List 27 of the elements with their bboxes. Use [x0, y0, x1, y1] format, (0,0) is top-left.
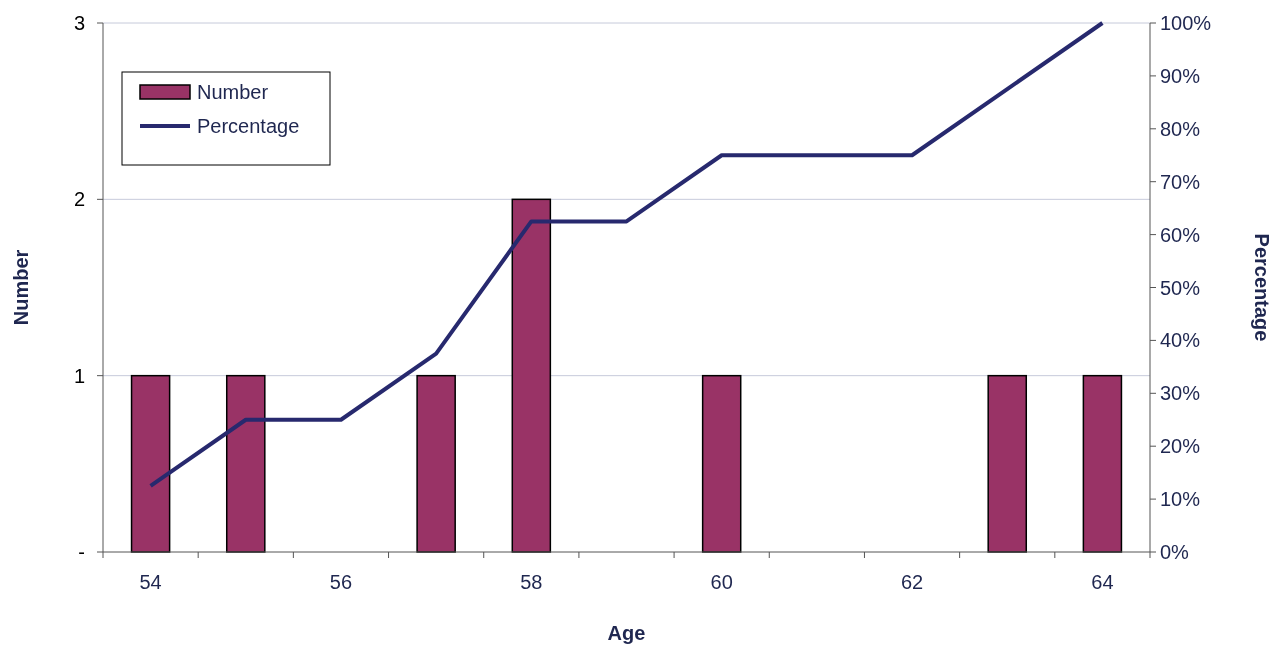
y2-tick-label: 50%: [1160, 276, 1201, 299]
y2-tick-label: 70%: [1160, 170, 1201, 193]
y-tick-label: -: [78, 541, 85, 563]
x-tick-label: 58: [520, 571, 543, 593]
y-axis-title: Number: [10, 249, 32, 326]
y2-tick-label: 40%: [1160, 329, 1201, 352]
y-tick-label: 2: [73, 188, 85, 211]
x-tick-label: 56: [329, 571, 353, 593]
x-tick-label: 60: [710, 571, 733, 593]
x-tick-label: 54: [139, 571, 162, 593]
y2-tick-label: 20%: [1160, 435, 1201, 458]
y2-tick-label: 80%: [1160, 117, 1201, 140]
y2-tick-label: 10%: [1160, 488, 1201, 511]
y-tick-label: 1: [73, 364, 85, 387]
x-axis-title: Age: [607, 622, 646, 644]
y2-tick-label: 0%: [1160, 541, 1190, 563]
legend-label: Number: [197, 81, 269, 103]
y2-tick-label: 60%: [1160, 223, 1201, 246]
x-tick-label: 64: [1091, 571, 1114, 593]
line-series: [148, 21, 1105, 488]
y2-axis-title: Percentage: [1251, 233, 1273, 342]
y2-tick-label: 100%: [1160, 12, 1212, 34]
x-tick-label: 62: [900, 571, 924, 593]
y2-tick-label: 90%: [1160, 64, 1201, 87]
y-tick-label: 3: [73, 12, 85, 34]
legend-label: Percentage: [197, 115, 300, 137]
y2-tick-label: 30%: [1160, 382, 1201, 405]
